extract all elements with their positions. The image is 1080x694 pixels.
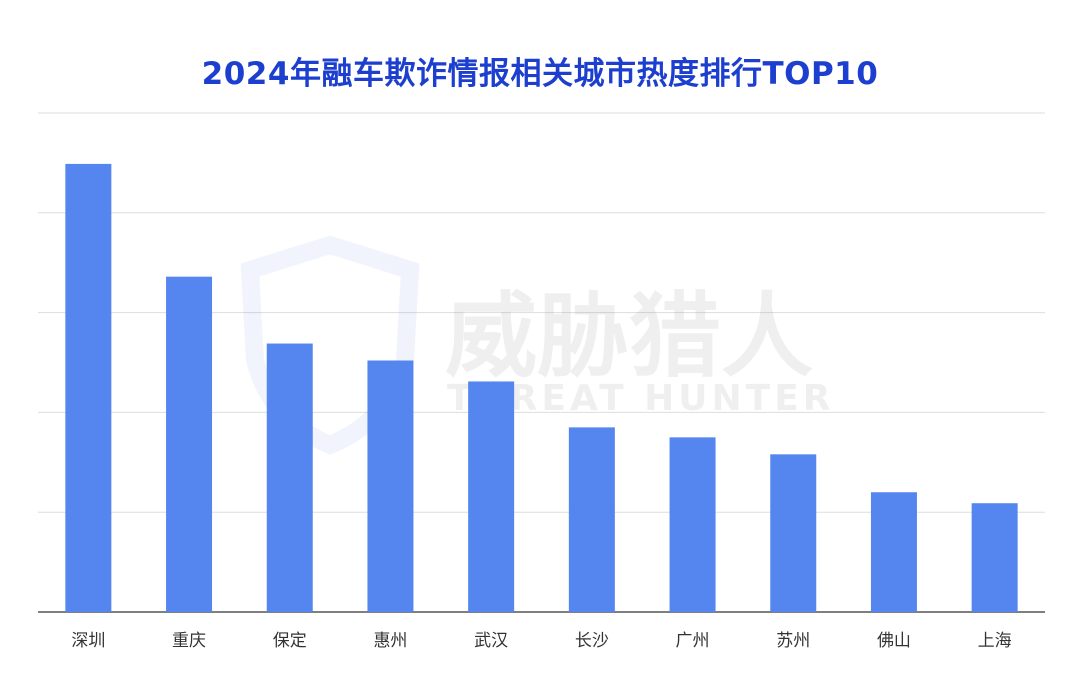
- bar-上海: [971, 503, 1018, 612]
- bar-苏州: [770, 454, 817, 612]
- watermark-cn: 威胁猎人: [445, 283, 813, 390]
- bar-重庆: [166, 276, 213, 612]
- bar-深圳: [65, 163, 112, 612]
- x-tick-label: 惠州: [373, 631, 407, 651]
- x-tick-label: 深圳: [71, 631, 105, 651]
- x-tick-label: 重庆: [172, 631, 206, 651]
- bar-武汉: [468, 381, 515, 612]
- bar-佛山: [870, 492, 917, 612]
- bar-广州: [669, 437, 716, 612]
- bar-惠州: [367, 360, 414, 612]
- x-tick-label: 上海: [978, 631, 1012, 651]
- bar-长沙: [568, 427, 615, 612]
- x-axis-labels: 深圳 重庆 保定 惠州 武汉 长沙 广州 苏州 佛山 上海: [71, 631, 1011, 651]
- bars: [65, 163, 1018, 612]
- x-tick-label: 广州: [676, 631, 710, 651]
- x-tick-label: 长沙: [575, 631, 609, 651]
- x-tick-label: 苏州: [776, 631, 810, 651]
- x-tick-label: 保定: [273, 631, 307, 651]
- x-tick-label: 佛山: [877, 631, 911, 651]
- bar-保定: [266, 343, 313, 612]
- chart-title: 2024年融车欺诈情报相关城市热度排行TOP10: [201, 56, 879, 92]
- x-tick-label: 武汉: [474, 631, 508, 651]
